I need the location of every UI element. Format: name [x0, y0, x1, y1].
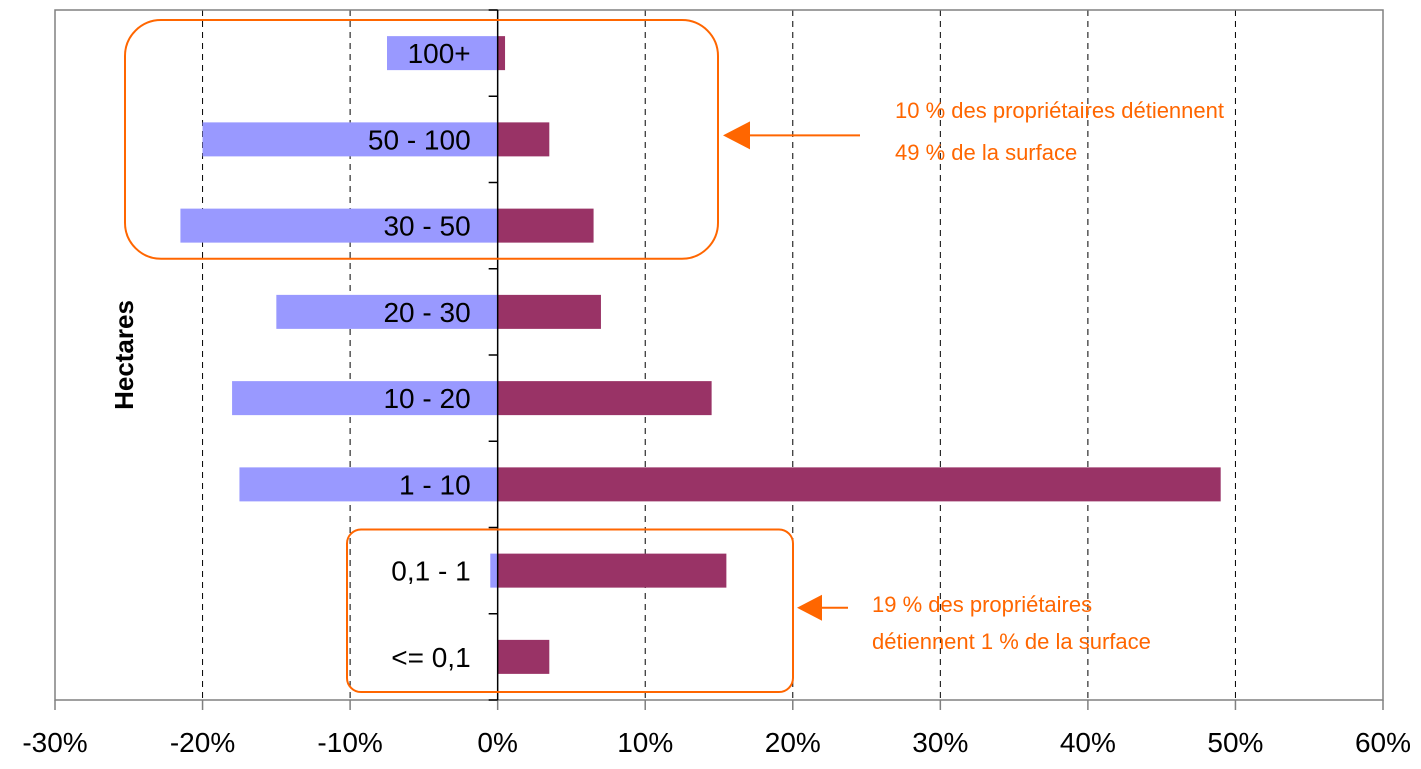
- area-bar: [497, 553, 727, 588]
- category-label: 100+: [408, 38, 471, 69]
- annotations: 10 % des propriétaires détiennent 49 % de…: [124, 19, 1224, 693]
- annotation-text-large: 10 % des propriétaires détiennent 49 % de…: [895, 98, 1224, 165]
- area-bar: [497, 208, 594, 243]
- arrow-head: [797, 594, 822, 621]
- axes: [54, 9, 1384, 710]
- x-tick-label: 10%: [617, 727, 673, 758]
- x-tick-label: 30%: [912, 727, 968, 758]
- annotation-line: 10 % des propriétaires détiennent: [895, 98, 1224, 123]
- owners-bar: [232, 381, 498, 416]
- bars: [180, 36, 1221, 674]
- area-bar: [497, 294, 601, 329]
- area-bar: [497, 381, 712, 416]
- annotation-line: détiennent 1 % de la surface: [872, 629, 1151, 654]
- area-bar: [497, 36, 506, 71]
- x-tick-label: 60%: [1355, 727, 1411, 758]
- area-bar: [497, 467, 1221, 502]
- area-bar: [497, 122, 550, 157]
- annotation-text-small: 19 % des propriétaires détiennent 1 % de …: [872, 592, 1151, 654]
- annotation-line: 49 % de la surface: [895, 140, 1077, 165]
- x-tick-label: 0%: [477, 727, 517, 758]
- x-tick-label: -30%: [22, 727, 87, 758]
- x-tick-label: 40%: [1060, 727, 1116, 758]
- x-tick-label: -20%: [170, 727, 235, 758]
- area-bar: [497, 639, 550, 674]
- plot-border: [54, 9, 1384, 701]
- category-label: 30 - 50: [383, 211, 470, 242]
- owners-bar: [387, 36, 498, 71]
- owners-bar: [276, 294, 498, 329]
- category-label: 1 - 10: [399, 469, 471, 500]
- y-axis-title: Hectares: [109, 300, 139, 410]
- annotation-line: 19 % des propriétaires: [872, 592, 1092, 617]
- x-tick-label: 20%: [765, 727, 821, 758]
- owners-bar: [202, 122, 498, 157]
- labels: -30% -20% -10% 0% 10% 20% 30% 40% 50% 60% 100+ 50 -…: [22, 38, 1411, 758]
- category-label: <= 0,1: [391, 642, 470, 673]
- category-label: 20 - 30: [383, 297, 470, 328]
- arrow-head: [723, 121, 750, 150]
- category-label: 10 - 20: [383, 383, 470, 414]
- category-label: 50 - 100: [368, 124, 471, 155]
- highlight-box-small: [346, 528, 794, 693]
- highlight-box-large: [124, 19, 719, 260]
- owners-bar: [490, 553, 498, 588]
- owners-bar: [180, 208, 498, 243]
- x-tick-label: 50%: [1207, 727, 1263, 758]
- category-label: 0,1 - 1: [391, 556, 470, 587]
- owners-bar: [239, 467, 498, 502]
- x-tick-label: -10%: [317, 727, 382, 758]
